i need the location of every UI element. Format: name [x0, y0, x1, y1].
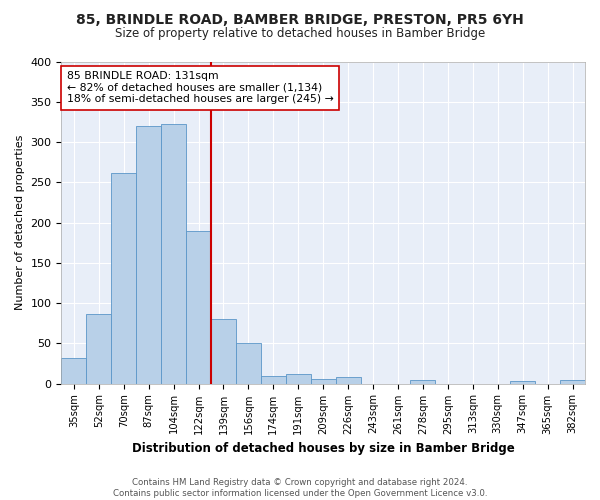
X-axis label: Distribution of detached houses by size in Bamber Bridge: Distribution of detached houses by size … — [132, 442, 515, 455]
Bar — [410, 380, 436, 384]
Y-axis label: Number of detached properties: Number of detached properties — [15, 135, 25, 310]
Text: 85 BRINDLE ROAD: 131sqm
← 82% of detached houses are smaller (1,134)
18% of semi: 85 BRINDLE ROAD: 131sqm ← 82% of detache… — [67, 71, 334, 104]
Text: Contains HM Land Registry data © Crown copyright and database right 2024.
Contai: Contains HM Land Registry data © Crown c… — [113, 478, 487, 498]
Bar — [560, 380, 585, 384]
Bar — [311, 378, 335, 384]
Bar — [211, 319, 236, 384]
Bar — [510, 381, 535, 384]
Bar — [136, 126, 161, 384]
Bar — [186, 230, 211, 384]
Bar — [335, 377, 361, 384]
Bar — [86, 314, 111, 384]
Bar — [261, 376, 286, 384]
Bar — [61, 358, 86, 384]
Bar — [286, 374, 311, 384]
Bar — [111, 174, 136, 384]
Bar — [236, 344, 261, 384]
Text: 85, BRINDLE ROAD, BAMBER BRIDGE, PRESTON, PR5 6YH: 85, BRINDLE ROAD, BAMBER BRIDGE, PRESTON… — [76, 12, 524, 26]
Text: Size of property relative to detached houses in Bamber Bridge: Size of property relative to detached ho… — [115, 28, 485, 40]
Bar — [161, 124, 186, 384]
